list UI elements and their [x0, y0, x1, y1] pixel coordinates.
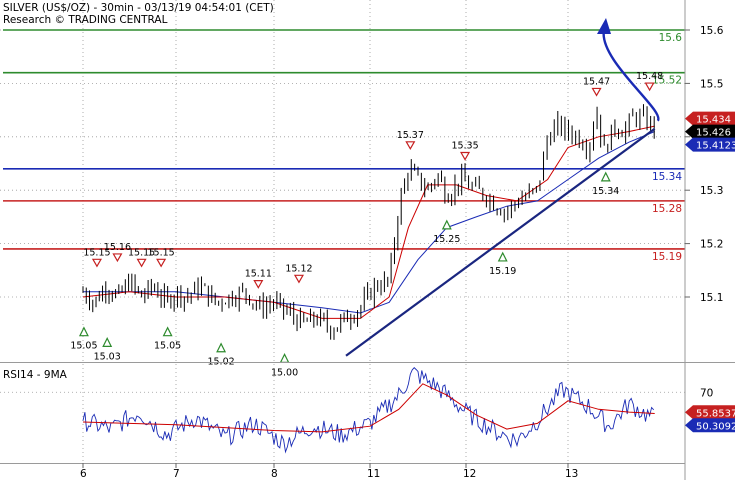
rsi-ma-line: [82, 383, 655, 433]
price-y-tick-label: 15.6: [700, 25, 724, 37]
high-marker-icon: [591, 87, 602, 97]
high-marker-label: 15.47: [583, 76, 610, 87]
low-marker-icon: [162, 326, 173, 337]
rsi-grid: [0, 364, 685, 463]
level-label: 15.28: [652, 203, 682, 215]
low-marker-icon: [441, 219, 452, 230]
low-marker-icon: [600, 171, 611, 182]
forecast-arrow-head: [597, 18, 611, 34]
low-marker-icon: [216, 342, 227, 353]
high-marker-label: 15.48: [636, 71, 663, 82]
low-marker-icon: [102, 337, 113, 347]
price-tag-label: 15.4123: [696, 141, 735, 152]
low-marker-label: 15.05: [70, 341, 97, 352]
rsi-lines: [82, 367, 655, 454]
low-marker-label: 15.19: [489, 266, 516, 277]
high-marker-icon: [405, 141, 416, 151]
price-grid: [0, 0, 685, 362]
price-y-tick-label: 15.5: [700, 78, 723, 90]
high-marker-label: 15.15: [83, 247, 110, 258]
high-marker-icon: [136, 258, 147, 268]
low-marker-label: 15.03: [94, 351, 121, 362]
high-marker-icon: [91, 258, 102, 268]
level-label: 15.6: [659, 32, 683, 44]
high-marker-label: 15.15: [148, 247, 175, 258]
low-marker-label: 15.00: [271, 367, 298, 378]
time-tick-label: 8: [271, 468, 278, 480]
price-tag-box: [685, 111, 735, 126]
high-marker-icon: [112, 253, 123, 263]
level-label: 15.34: [652, 171, 682, 183]
ma-red-line: [82, 125, 655, 319]
rsi-tag-label: 50.3092: [696, 421, 735, 432]
time-tick-label: 7: [173, 468, 180, 480]
price-tag-box: [685, 124, 735, 139]
high-marker-icon: [293, 274, 304, 284]
price-tag-box: [685, 137, 735, 152]
high-marker-label: 15.12: [285, 263, 312, 274]
rsi-title: RSI14 - 9MA: [3, 369, 68, 381]
low-marker-icon: [497, 251, 508, 262]
chart-header-source: Research © TRADING CENTRAL: [3, 14, 168, 26]
high-marker-label: 15.15: [128, 247, 155, 258]
high-marker-label: 15.35: [451, 141, 478, 152]
chart-header-title: SILVER (US$/OZ) - 30min - 03/13/19 04:54…: [3, 2, 274, 14]
low-marker-label: 15.05: [154, 341, 181, 352]
rsi-tag-label: 55.8537: [696, 408, 735, 419]
price-tag-label: 15.434: [696, 115, 731, 126]
low-marker-icon: [78, 326, 89, 337]
time-tick-label: 13: [565, 468, 578, 480]
high-marker-icon: [460, 151, 471, 161]
time-tick-label: 12: [463, 468, 476, 480]
level-label: 15.19: [652, 251, 682, 263]
trend-overlay: [345, 18, 660, 357]
high-marker-label: 15.16: [104, 242, 131, 253]
rsi-tag-box: [685, 418, 735, 433]
price-tags: 15.434 15.426 15.4123 55.8537 50.3092: [685, 111, 735, 433]
high-marker-icon: [644, 82, 655, 92]
support-trendline: [345, 127, 656, 357]
high-marker-label: 15.37: [397, 130, 424, 141]
price-tag-label: 15.426: [696, 128, 731, 139]
time-tick-label: 11: [367, 468, 380, 480]
time-tick-label: 6: [80, 468, 87, 480]
forecast-arrow-shaft: [602, 29, 660, 122]
price-y-tick-label: 15.1: [700, 292, 723, 304]
high-marker-icon: [253, 280, 264, 289]
price-y-tick-label: 15.2: [700, 239, 723, 251]
level-label: 15.52: [652, 75, 682, 87]
level-lines: 15.6 15.52 15.34 15.28 15.19: [3, 29, 685, 263]
high-marker-icon: [156, 258, 167, 268]
price-bars: [82, 104, 655, 340]
rsi-y-tick-label: 70: [700, 387, 713, 399]
price-y-tick-label: 15.3: [700, 185, 723, 197]
low-marker-label: 15.25: [433, 234, 460, 245]
rsi-line: [82, 367, 655, 454]
rsi-tag-box: [685, 405, 735, 420]
high-marker-label: 15.11: [245, 269, 272, 280]
low-marker-label: 15.34: [592, 186, 619, 197]
